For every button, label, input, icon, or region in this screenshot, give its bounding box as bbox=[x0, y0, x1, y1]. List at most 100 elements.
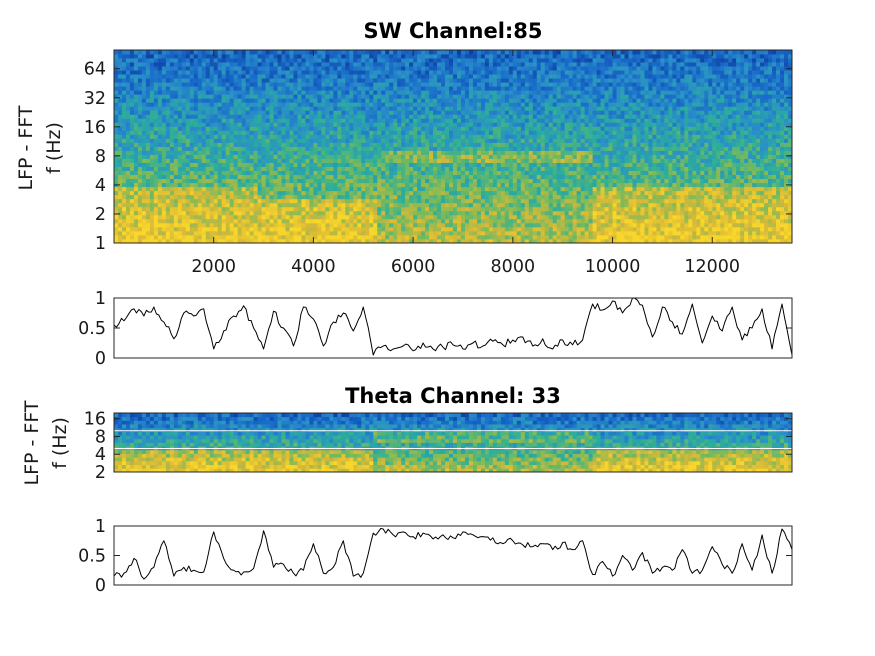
spectrogram-cell bbox=[133, 154, 139, 159]
spectrogram-cell bbox=[273, 202, 278, 208]
spectrogram-cell bbox=[624, 194, 629, 200]
spectrogram-cell bbox=[305, 234, 310, 240]
spectrogram-cell bbox=[437, 202, 442, 208]
spectrogram-cell bbox=[456, 230, 462, 236]
spectrogram-cell bbox=[716, 222, 721, 228]
spectrogram-cell bbox=[516, 158, 522, 163]
spectrogram-cell bbox=[213, 146, 219, 151]
spectrogram-cell bbox=[508, 202, 514, 208]
spectrogram-cell bbox=[676, 210, 681, 216]
spectrogram-cell bbox=[225, 126, 231, 131]
spectrogram-cell bbox=[736, 206, 741, 212]
spectrogram-cell bbox=[429, 170, 434, 176]
spectrogram-cell bbox=[361, 226, 366, 232]
spectrogram-cell bbox=[548, 210, 554, 216]
spectrogram-cell bbox=[173, 210, 179, 216]
spectrogram-cell bbox=[321, 238, 326, 244]
spectrogram-cell bbox=[688, 142, 693, 147]
spectrogram-cell bbox=[672, 162, 677, 167]
spectrogram-cell bbox=[644, 218, 649, 224]
spectrogram-cell bbox=[269, 218, 274, 224]
spectrogram-cell bbox=[524, 190, 530, 196]
spectrogram-cell bbox=[433, 178, 438, 184]
spectrogram-cell bbox=[696, 174, 701, 180]
spectrogram-cell bbox=[189, 138, 195, 143]
spectrogram-cell bbox=[524, 134, 530, 139]
spectrogram-cell bbox=[764, 126, 769, 131]
spectrogram-cell bbox=[728, 178, 733, 184]
spectrogram-cell bbox=[488, 202, 494, 208]
spectrogram-cell bbox=[317, 170, 322, 176]
spectrogram-cell bbox=[333, 162, 338, 167]
spectrogram-cell bbox=[217, 182, 223, 188]
spectrogram-cell bbox=[552, 214, 558, 220]
spectrogram-cell bbox=[668, 206, 673, 212]
spectrogram-cell bbox=[456, 198, 462, 204]
spectrogram-cell bbox=[117, 210, 123, 216]
spectrogram-cell bbox=[301, 230, 306, 236]
spectrogram-cell bbox=[600, 162, 605, 167]
spectrogram-cell bbox=[592, 226, 597, 232]
spectrogram-cell bbox=[584, 182, 589, 188]
spectrogram-cell bbox=[624, 162, 629, 167]
spectrogram-cell bbox=[544, 126, 550, 131]
spectrogram-cell bbox=[724, 226, 729, 232]
spectrogram-cell bbox=[157, 146, 163, 151]
spectrogram-cell bbox=[261, 238, 266, 244]
spectrogram-cell bbox=[313, 206, 318, 212]
spectrogram-cell bbox=[133, 138, 139, 143]
spectrogram-cell bbox=[652, 194, 657, 200]
spectrogram-cell bbox=[189, 186, 195, 192]
spectrogram-cell bbox=[409, 230, 414, 236]
spectrogram-cell bbox=[684, 222, 689, 228]
spectrogram-cell bbox=[409, 194, 414, 200]
spectrogram-cell bbox=[688, 154, 693, 159]
spectrogram-cell bbox=[181, 150, 187, 155]
spectrogram-cell bbox=[544, 206, 550, 212]
spectrogram-cell bbox=[544, 226, 550, 232]
spectrogram-cell bbox=[736, 182, 741, 188]
spectrogram-cell bbox=[540, 198, 546, 204]
spectrogram-cell bbox=[197, 170, 203, 176]
spectrogram-cell bbox=[117, 154, 123, 159]
spectrogram-cell bbox=[576, 230, 582, 236]
spectrogram-cell bbox=[169, 190, 175, 196]
spectrogram-cell bbox=[628, 226, 633, 232]
spectrogram-cell bbox=[620, 186, 625, 192]
spectrogram-cell bbox=[373, 158, 378, 163]
spectrogram-cell bbox=[604, 202, 609, 208]
spectrogram-cell bbox=[193, 174, 199, 180]
spectrogram-cell bbox=[596, 182, 601, 188]
spectrogram-cell bbox=[389, 158, 394, 163]
spectrogram-cell bbox=[137, 166, 143, 172]
spectrogram-cell bbox=[696, 158, 701, 163]
spectrogram-cell bbox=[784, 226, 789, 232]
spectrogram-cell bbox=[600, 238, 605, 244]
spectrogram-cell bbox=[229, 178, 235, 184]
spectrogram-cell bbox=[764, 182, 769, 188]
spectrogram-cell bbox=[772, 158, 777, 163]
spectrogram-cell bbox=[253, 206, 258, 212]
spectrogram-cell bbox=[464, 234, 470, 240]
spectrogram-cell bbox=[433, 162, 438, 167]
spectrogram-cell bbox=[409, 158, 414, 163]
spectrogram-cell bbox=[453, 210, 458, 216]
spectrogram-cell bbox=[760, 222, 765, 228]
spectrogram-cell bbox=[756, 234, 761, 240]
spectrogram-cell bbox=[137, 178, 143, 184]
spectrogram-cell bbox=[732, 174, 737, 180]
spectrogram-cell bbox=[233, 202, 239, 208]
spectrogram-cell bbox=[265, 170, 270, 176]
spectrogram-cell bbox=[548, 166, 554, 172]
spectrogram-cell bbox=[528, 194, 534, 200]
spectrogram-cell bbox=[157, 202, 163, 208]
spectrogram-cell bbox=[660, 190, 665, 196]
spectrogram-cell bbox=[417, 202, 422, 208]
spectrogram-cell bbox=[700, 174, 705, 180]
spectrogram-cell bbox=[776, 218, 781, 224]
spectrogram-cell bbox=[540, 186, 546, 192]
spectrogram-cell bbox=[588, 190, 593, 196]
spectrogram-cell bbox=[237, 158, 243, 163]
spectrogram-cell bbox=[748, 162, 753, 167]
spectrogram-cell bbox=[564, 206, 570, 212]
